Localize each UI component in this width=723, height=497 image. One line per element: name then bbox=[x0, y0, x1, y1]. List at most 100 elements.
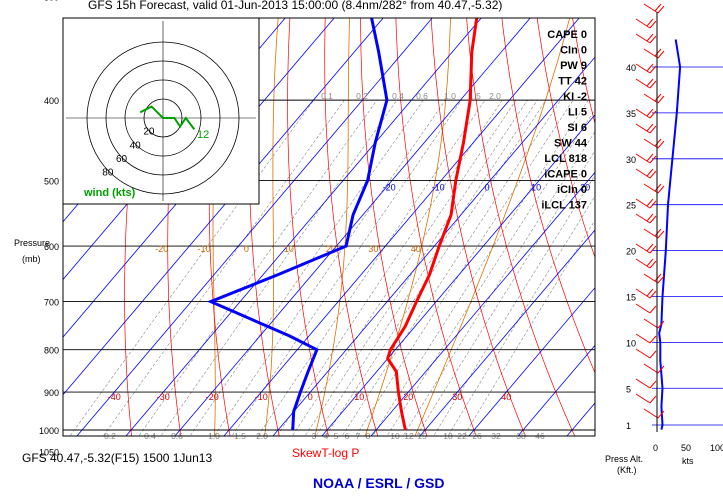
wind-barbs bbox=[635, 3, 665, 419]
hodograph-line bbox=[139, 105, 196, 130]
theta-label: 0 bbox=[244, 244, 249, 254]
mixing-ratio-line bbox=[189, 99, 424, 436]
wind-barb bbox=[643, 48, 665, 59]
speed-axis-unit: kts bbox=[682, 456, 694, 466]
mixing-ratio-line bbox=[463, 219, 595, 436]
index-li: LI 5 bbox=[568, 107, 587, 119]
pressure-tick-label: 700 bbox=[44, 298, 59, 308]
wind-barb bbox=[643, 93, 665, 104]
wind-barb bbox=[635, 393, 657, 404]
dewpoint-trace bbox=[206, 18, 389, 431]
theta-label: 40 bbox=[411, 244, 421, 254]
pressure-tick-label: 1050 bbox=[39, 448, 59, 458]
pressure-tick-label: 1000 bbox=[39, 426, 59, 436]
temperature-trace bbox=[386, 18, 479, 431]
pressure-axis-label: Pressure bbox=[14, 238, 50, 248]
isotherm-label-upper: -10 bbox=[432, 182, 445, 192]
height-tick-label: 15 bbox=[626, 292, 636, 302]
pressure-tick-label: 600 bbox=[44, 242, 59, 252]
footer-station-info: GFS 40.47,-5.32(F15) 1500 1Jun13 bbox=[22, 451, 212, 465]
wind-barb bbox=[643, 3, 665, 14]
height-tick-label: 1 bbox=[626, 421, 631, 431]
plot-frame bbox=[62, 17, 596, 437]
wind-barb bbox=[643, 318, 665, 329]
sounding-profiles bbox=[206, 18, 479, 431]
mixing-ratio-line bbox=[341, 99, 561, 436]
mixing-ratio-label-top: 0.4 bbox=[392, 91, 404, 101]
mixing-ratio-line bbox=[402, 131, 595, 436]
wind-barb bbox=[635, 243, 657, 254]
height-axis-label: Press Alt. bbox=[605, 454, 643, 464]
isotherm-line bbox=[223, 18, 580, 436]
wind-barb bbox=[635, 213, 657, 224]
mixing-ratio-line bbox=[325, 99, 547, 436]
hodograph-ring-label: 80 bbox=[102, 168, 114, 179]
isotherm-label-lower: -40 bbox=[108, 392, 121, 402]
height-tick-label: 20 bbox=[626, 247, 636, 257]
height-axis-unit: (Kft.) bbox=[617, 465, 637, 475]
wind-barb bbox=[635, 123, 657, 134]
isotherm-label-lower: -30 bbox=[157, 392, 170, 402]
index-ki: KI -2 bbox=[563, 91, 587, 103]
height-tick-label: 30 bbox=[626, 155, 636, 165]
moist-adiabat-line bbox=[264, 18, 279, 436]
isotherm-line bbox=[125, 18, 482, 436]
hodograph-ring-label: 60 bbox=[116, 154, 128, 165]
isotherm-label-lower: 30 bbox=[452, 392, 462, 402]
mixing-ratio-line bbox=[138, 99, 378, 436]
speed-tick-0: 0 bbox=[653, 443, 658, 453]
theta-label: 30 bbox=[368, 244, 378, 254]
index-ilcl: iLCL 137 bbox=[541, 200, 587, 212]
index-cape: CAPE 0 bbox=[547, 29, 587, 41]
isotherm-label-upper: -20 bbox=[383, 182, 396, 192]
height-tick-label: 10 bbox=[626, 338, 636, 348]
index-tt: TT 42 bbox=[558, 76, 587, 88]
wind-barb bbox=[635, 168, 657, 179]
speed-tick-50: 50 bbox=[681, 443, 691, 453]
hodograph-label: wind (kts) bbox=[83, 187, 136, 199]
isotherm-label-upper: 10 bbox=[531, 182, 541, 192]
footer-agency: NOAA / ESRL / GSD bbox=[313, 475, 444, 491]
height-tick-label: 40 bbox=[626, 63, 636, 73]
isotherm-label-lower: 40 bbox=[501, 392, 511, 402]
wind-barb bbox=[635, 333, 657, 344]
isotherm-line bbox=[370, 171, 595, 436]
wind-barb bbox=[643, 138, 665, 149]
wind-barb bbox=[635, 378, 657, 389]
isotherm-line bbox=[419, 229, 595, 436]
pressure-tick-label: 300 bbox=[44, 0, 59, 3]
mixing-ratio-line bbox=[213, 99, 446, 436]
isotherm-line bbox=[174, 18, 531, 436]
wind-barb bbox=[635, 258, 657, 269]
mixing-ratio-line bbox=[433, 174, 595, 436]
isotherm-label-lower: 0 bbox=[308, 392, 313, 402]
isotherm-label-lower: -10 bbox=[255, 392, 268, 402]
mixing-ratio-line bbox=[160, 99, 398, 436]
isotherm-label-lower: 20 bbox=[403, 392, 413, 402]
index-pw: PW 9 bbox=[560, 60, 587, 72]
mixing-ratio-label-top: 1.5 bbox=[469, 91, 481, 101]
wind-barb bbox=[635, 153, 657, 164]
hodograph-ring-label: 40 bbox=[130, 140, 142, 151]
mixing-ratio-line bbox=[102, 99, 345, 436]
wind-barb bbox=[635, 288, 657, 299]
isotherm-label-lower: -20 bbox=[206, 392, 219, 402]
wind-barb bbox=[635, 33, 657, 44]
moist-adiabat-line bbox=[314, 18, 350, 436]
isotherm-label-lower: 10 bbox=[354, 392, 364, 402]
hodograph-ring-label: 20 bbox=[143, 127, 155, 138]
wind-barb bbox=[635, 63, 657, 74]
mixing-ratio-label-top: 2.0 bbox=[489, 91, 501, 101]
mixing-ratio-line bbox=[386, 108, 595, 436]
mixing-ratio-line bbox=[447, 195, 595, 436]
isotherm-line bbox=[468, 287, 595, 436]
wind-barb bbox=[643, 273, 665, 284]
mixing-ratio-line bbox=[315, 99, 538, 436]
index-cin: CIn 0 bbox=[560, 45, 587, 57]
mixing-ratio-label-top: 1.0 bbox=[444, 91, 456, 101]
hodograph-end-label: 12 bbox=[197, 129, 209, 141]
isotherm-line bbox=[63, 18, 335, 338]
isotherm-line bbox=[63, 18, 384, 396]
